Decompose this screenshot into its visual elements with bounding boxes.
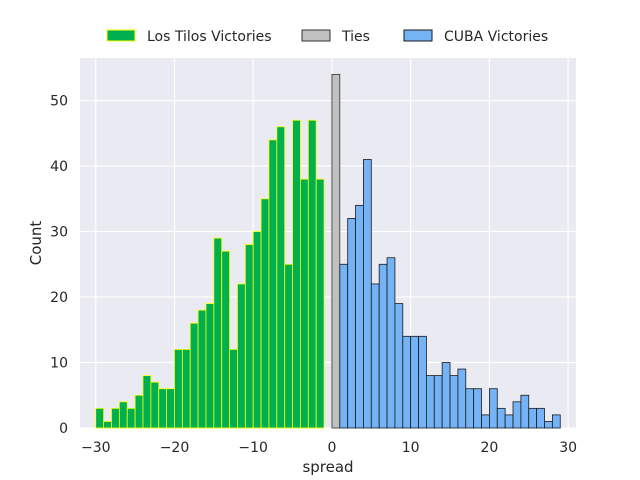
bar-series-0	[158, 388, 168, 429]
bar-series-0	[260, 198, 270, 429]
bar-series-2	[488, 388, 498, 429]
y-tick-label: 50	[50, 94, 68, 110]
bar-series-2	[402, 335, 412, 429]
y-tick-labels: 0 10 20 30 40 50	[50, 94, 68, 437]
bar-series-2	[496, 407, 506, 429]
plot-background	[80, 58, 576, 428]
bar-series-0	[103, 421, 112, 429]
bar-series-0	[284, 263, 293, 429]
y-tick-label: 0	[59, 421, 68, 437]
bar-series-2	[394, 303, 404, 429]
bar-series-2	[339, 263, 349, 429]
bar-series-0	[150, 381, 160, 429]
bar-series-0	[126, 407, 136, 429]
bar-series-0	[221, 250, 230, 429]
bar-series-0	[252, 231, 262, 429]
bar-series-0	[95, 407, 105, 429]
bar-series-0	[134, 394, 144, 429]
x-tick-label: 0	[327, 440, 336, 456]
legend-label: CUBA Victories	[444, 29, 548, 45]
x-axis-label: spread	[302, 458, 353, 476]
legend-swatch	[106, 29, 136, 42]
bar-series-2	[355, 204, 364, 429]
x-tick-labels: −30 −20 −10 0 10 20 30	[81, 440, 577, 456]
bar-series-2	[418, 335, 427, 429]
y-tick-label: 10	[50, 356, 68, 372]
x-tick-label: −20	[160, 440, 190, 456]
bar-series-0	[276, 126, 286, 429]
bar-series-2	[465, 388, 475, 429]
bar-series-0	[315, 178, 325, 429]
bar-series-0	[205, 303, 215, 429]
bar-series-2	[433, 375, 443, 429]
legend-swatch	[403, 29, 433, 42]
legend: Los Tilos Victories Ties CUBA Victories	[106, 29, 548, 45]
bar-series-0	[166, 388, 175, 429]
y-tick-label: 40	[50, 159, 68, 175]
y-axis-label: Count	[27, 221, 45, 266]
bar-series-2	[386, 257, 396, 429]
bar-series-0	[181, 349, 191, 429]
grid-lines	[80, 58, 576, 429]
bar-series-1	[331, 73, 341, 429]
bar-series-2	[520, 394, 530, 429]
x-tick-label: 30	[559, 440, 577, 456]
bar-series-0	[292, 119, 301, 429]
bar-series-2	[544, 421, 553, 429]
legend-swatch	[301, 29, 331, 42]
bar-series-0	[197, 309, 207, 429]
bar-series-0	[229, 349, 238, 429]
x-tick-label: −10	[238, 440, 268, 456]
y-tick-label: 30	[50, 225, 68, 241]
bar-series-0	[142, 375, 152, 429]
bar-series-2	[528, 407, 538, 429]
bar-series-0	[300, 178, 309, 429]
bar-series-0	[307, 119, 317, 429]
bar-series-0	[268, 139, 278, 429]
bar-series-2	[473, 388, 482, 429]
bar-series-2	[481, 414, 490, 429]
bar-series-2	[512, 401, 522, 429]
bar-series-2	[504, 414, 514, 429]
bar-series-2	[536, 407, 545, 429]
bar-series-2	[363, 159, 372, 429]
bar-series-2	[426, 375, 435, 429]
bar-series-0	[111, 407, 120, 429]
bar-series-2	[441, 362, 451, 429]
y-tick-label: 20	[50, 290, 68, 306]
x-tick-label: −30	[81, 440, 111, 456]
bar-series-0	[189, 322, 199, 429]
bar-series-0	[118, 401, 128, 429]
legend-label: Los Tilos Victories	[147, 29, 272, 45]
x-tick-label: 10	[402, 440, 420, 456]
legend-label: Ties	[341, 29, 370, 45]
bar-series-2	[347, 218, 356, 429]
bar-series-2	[378, 263, 388, 429]
bar-series-0	[244, 244, 254, 429]
bar-series-2	[370, 283, 380, 429]
bar-series-2	[551, 414, 561, 429]
bar-series-0	[174, 349, 183, 429]
bar-series-0	[237, 283, 246, 429]
x-tick-label: 20	[480, 440, 498, 456]
bars	[95, 73, 561, 429]
bar-series-0	[213, 237, 223, 429]
bar-series-2	[410, 335, 419, 429]
bar-series-2	[457, 368, 467, 429]
bar-series-2	[449, 375, 459, 429]
